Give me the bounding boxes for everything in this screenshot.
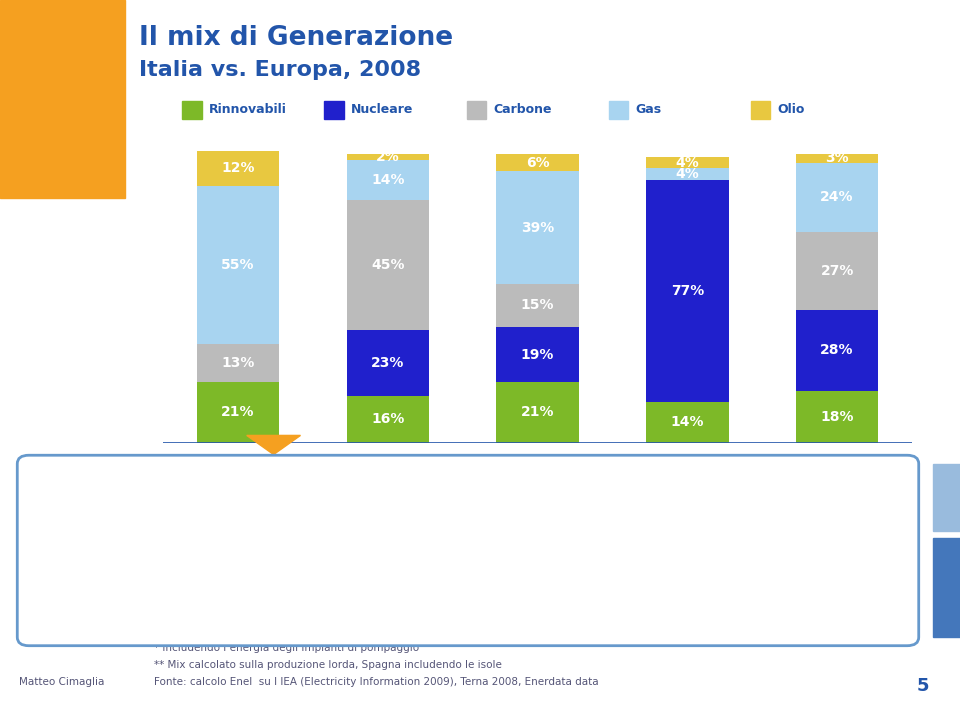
Bar xyxy=(796,310,878,391)
Text: 6%: 6% xyxy=(526,156,549,170)
Text: 77%: 77% xyxy=(671,284,704,298)
Text: 14%: 14% xyxy=(671,416,704,429)
Text: 19%: 19% xyxy=(521,348,554,362)
Text: PUNTI CHIAVE: PUNTI CHIAVE xyxy=(53,469,217,489)
Bar xyxy=(197,382,279,442)
Bar xyxy=(197,185,279,344)
Text: 5: 5 xyxy=(917,677,929,695)
Text: 16%: 16% xyxy=(372,413,404,426)
Text: Italia vs. Europa, 2008: Italia vs. Europa, 2008 xyxy=(139,60,421,80)
Text: ** Mix calcolato sulla produzione lorda, Spagna includendo le isole: ** Mix calcolato sulla produzione lorda,… xyxy=(154,660,501,670)
Text: Rinnovabili: Rinnovabili xyxy=(209,103,287,115)
Text: 14%: 14% xyxy=(372,173,404,187)
Bar xyxy=(496,154,579,171)
Text: 39%: 39% xyxy=(521,221,554,234)
Bar xyxy=(496,171,579,284)
Text: 18%: 18% xyxy=(821,409,853,423)
Text: •: • xyxy=(62,535,71,550)
Bar xyxy=(347,200,429,330)
Bar xyxy=(646,169,729,180)
Bar xyxy=(496,284,579,327)
Text: 28%: 28% xyxy=(821,343,853,358)
Bar xyxy=(496,327,579,382)
Bar xyxy=(796,163,878,232)
Text: Nessun contributo dal  nucleare: Nessun contributo dal nucleare xyxy=(79,479,329,493)
Text: * Includendo l’energia degli impianti di pompaggio: * Includendo l’energia degli impianti di… xyxy=(154,643,419,653)
Text: Equilibrio tra olio e gas: Equilibrio tra olio e gas xyxy=(79,535,261,549)
Bar xyxy=(796,232,878,310)
Text: 55%: 55% xyxy=(222,258,254,272)
Bar xyxy=(197,344,279,382)
Bar xyxy=(197,152,279,185)
Text: 45%: 45% xyxy=(372,258,404,272)
Text: •: • xyxy=(62,563,71,578)
Bar xyxy=(496,382,579,442)
Text: •: • xyxy=(62,506,71,522)
Text: Olio: Olio xyxy=(778,103,805,115)
Text: Piccolo contributo  dal carbone: Piccolo contributo dal carbone xyxy=(79,507,323,521)
Text: 12%: 12% xyxy=(222,161,254,176)
Text: Fonte: calcolo Enel  su l IEA (Electricity Information 2009), Terna 2008, Enerda: Fonte: calcolo Enel su l IEA (Electricit… xyxy=(154,677,598,687)
Bar xyxy=(646,180,729,402)
Text: Il mix di Generazione: Il mix di Generazione xyxy=(139,25,453,51)
Bar xyxy=(646,402,729,442)
Bar xyxy=(347,154,429,160)
Text: 21%: 21% xyxy=(222,405,254,419)
Text: 13%: 13% xyxy=(222,356,254,370)
Polygon shape xyxy=(247,435,300,455)
Bar xyxy=(347,160,429,200)
Text: 23%: 23% xyxy=(372,356,404,370)
Text: 24%: 24% xyxy=(821,190,853,205)
Text: Gas: Gas xyxy=(636,103,661,115)
Text: 2%: 2% xyxy=(376,150,399,164)
Text: 27%: 27% xyxy=(821,264,853,278)
Text: 21%: 21% xyxy=(521,405,554,419)
Text: 3%: 3% xyxy=(826,152,849,166)
Bar xyxy=(347,396,429,442)
Text: 15%: 15% xyxy=(521,299,554,312)
Text: Nucleare: Nucleare xyxy=(351,103,414,115)
Text: •: • xyxy=(62,478,71,493)
Bar xyxy=(796,391,878,442)
Bar xyxy=(796,154,878,163)
Bar xyxy=(347,330,429,396)
Text: Carbone: Carbone xyxy=(493,103,552,115)
Text: Matteo Cimaglia: Matteo Cimaglia xyxy=(19,677,105,687)
Text: Alto contributo dalle rinnovabili: Alto contributo dalle rinnovabili xyxy=(79,564,328,578)
Text: 4%: 4% xyxy=(676,156,699,170)
Text: 4%: 4% xyxy=(676,167,699,181)
Bar xyxy=(646,157,729,169)
